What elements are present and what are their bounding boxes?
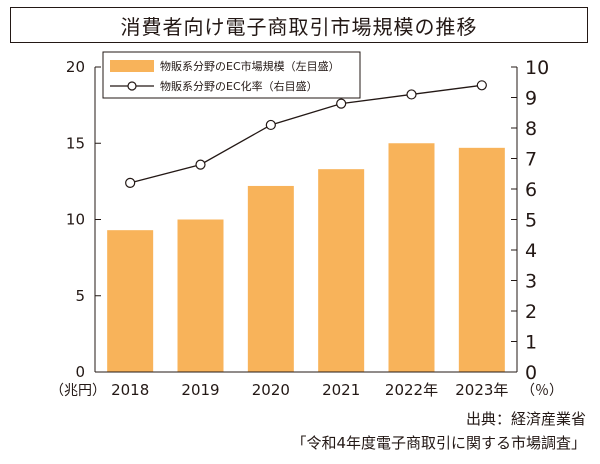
left-tick-label: 0 bbox=[75, 363, 85, 381]
legend-box bbox=[102, 51, 361, 99]
x-tick-label: 2023年 bbox=[455, 381, 508, 399]
ec-rate-point-2023年 bbox=[476, 80, 487, 91]
right-tick-label: 10 bbox=[525, 57, 549, 79]
right-tick-label: 2 bbox=[525, 301, 537, 323]
legend-bar-swatch bbox=[110, 60, 154, 72]
legend-line-label: 物販系分野のEC化率（右目盛） bbox=[160, 79, 318, 93]
right-tick-label: 4 bbox=[525, 240, 537, 262]
ec-rate-point-2019 bbox=[195, 159, 206, 170]
x-tick-label: 2020 bbox=[252, 381, 290, 399]
right-tick-label: 6 bbox=[525, 179, 537, 201]
x-tick-label: 2018 bbox=[111, 381, 149, 399]
x-tick-label: 2022年 bbox=[385, 381, 438, 399]
left-tick-label: 5 bbox=[75, 287, 85, 305]
left-axis-label: （兆円） bbox=[50, 383, 106, 399]
bar-2022年 bbox=[388, 143, 435, 372]
bar-2018 bbox=[107, 230, 154, 372]
source-line-2: 「令和4年度電子商取引に関する市場調査」 bbox=[291, 434, 586, 452]
right-tick-label: 0 bbox=[525, 362, 537, 384]
right-axis-label: （％） bbox=[521, 383, 563, 399]
right-tick-label: 5 bbox=[525, 210, 537, 232]
bar-2020 bbox=[247, 185, 294, 372]
right-tick-label: 7 bbox=[525, 149, 537, 171]
bar-2019 bbox=[177, 219, 224, 372]
ec-rate-point-2022年 bbox=[406, 89, 417, 100]
ec-rate-point-2020 bbox=[265, 119, 276, 131]
left-tick-label: 20 bbox=[66, 58, 85, 76]
chart-title: 消費者向け電子商取引市場規模の推移 bbox=[10, 7, 588, 43]
bar-2023年 bbox=[458, 147, 505, 372]
bar-2021 bbox=[318, 169, 365, 372]
right-tick-label: 3 bbox=[525, 271, 537, 293]
left-tick-label: 10 bbox=[66, 211, 85, 229]
left-tick-label: 15 bbox=[66, 134, 85, 152]
source-line-1: 出典：経済産業省 bbox=[465, 410, 586, 428]
ec-rate-point-2018 bbox=[125, 177, 136, 188]
x-tick-label: 2021 bbox=[322, 381, 360, 399]
ec-rate-line bbox=[130, 84, 482, 184]
legend-bar-label: 物販系分野のEC市場規模（左目盛） bbox=[160, 59, 340, 73]
x-tick-label: 2019 bbox=[181, 381, 219, 399]
chart-title-text: 消費者向け電子商取引市場規模の推移 bbox=[120, 14, 478, 39]
legend-line-marker bbox=[127, 81, 137, 91]
right-tick-label: 8 bbox=[525, 118, 537, 140]
right-tick-label: 9 bbox=[525, 88, 537, 110]
right-tick-label: 1 bbox=[525, 332, 537, 354]
ec-rate-point-2021 bbox=[336, 98, 347, 109]
